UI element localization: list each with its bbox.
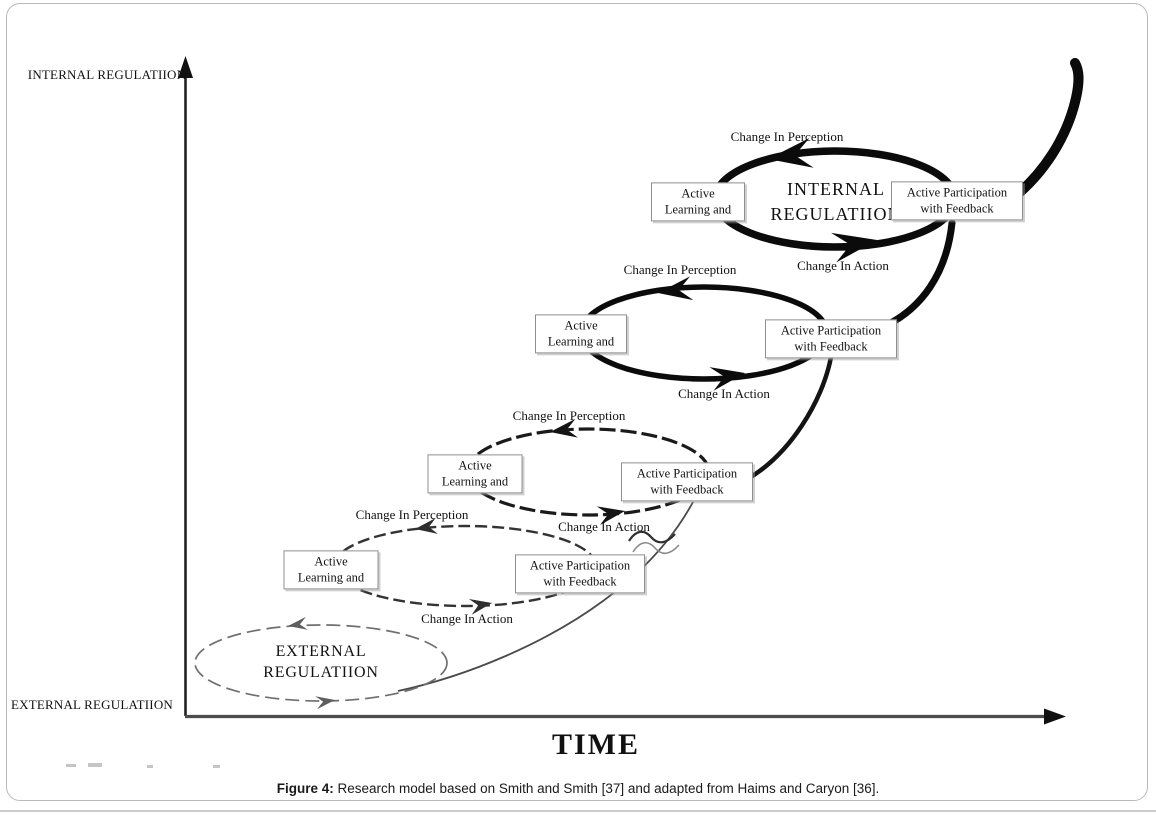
loop-2-left-box: Active Learning and <box>535 314 627 354</box>
loop-4-top-arrow-icon <box>415 518 438 534</box>
break-squiggle-echo-icon <box>632 542 680 555</box>
scan-residue-mark <box>213 765 220 768</box>
x-axis-origin-label: EXTERNAL REGULATIION <box>10 697 174 712</box>
loop-4-bottom-arrow-icon <box>468 598 492 615</box>
loop-4-left-box: Active Learning and <box>283 550 379 590</box>
loop-3-bottom-label: Change In Action <box>558 519 650 534</box>
scan-residue-mark <box>88 763 102 767</box>
external-loop-top-arrow-icon <box>288 616 308 630</box>
connector-loop2-loop3 <box>741 354 834 484</box>
loop-1-bottom-arrow-icon <box>831 232 877 263</box>
loop-3-bottom-arrow-icon <box>596 506 625 526</box>
x-axis-arrow-icon <box>1044 708 1066 725</box>
loop-3-left-box: Active Learning and <box>427 454 523 494</box>
loop-1-left-box: Active Learning and <box>651 182 745 222</box>
loop-4-right-box: Active Participation with Feedback <box>515 554 645 594</box>
loop-3-top-label: Change In Perception <box>512 408 626 423</box>
loop-2-top-arrow-icon <box>658 276 694 301</box>
external-loop-bottom-arrow-icon <box>315 696 335 710</box>
loop-3-right-box: Active Participation with Feedback <box>621 462 753 502</box>
page-divider <box>0 810 1156 812</box>
loop-2-top-label: Change In Perception <box>623 262 737 277</box>
loop-4-top-label: Change In Perception <box>355 507 469 522</box>
loop-1-right-box: Active Participation with Feedback <box>891 181 1023 221</box>
loop-1-top-arrow-icon <box>768 138 814 168</box>
figure-caption-label: Figure 4: <box>276 781 334 796</box>
external-loop-label: EXTERNAL REGULATIION <box>263 642 379 681</box>
figure-caption-text: Research model based on Smith and Smith … <box>337 781 880 796</box>
loop-1-bottom-label: Change In Action <box>797 258 889 273</box>
loop-2-bottom-label: Change In Action <box>678 386 770 401</box>
spiral-exit-curve <box>1008 58 1084 203</box>
scan-residue-mark <box>147 765 153 768</box>
break-squiggle-icon <box>628 530 676 544</box>
loop-1-top-label: Change In Perception <box>730 129 844 144</box>
figure-caption: Figure 4: Research model based on Smith … <box>0 781 1156 796</box>
loop-3-top-arrow-icon <box>550 418 579 438</box>
loop-1-center-label: INTERNAL REGULATIION <box>770 179 902 224</box>
loop-2-bottom-arrow-icon <box>709 367 745 391</box>
y-axis-label: INTERNAL REGULATIION <box>27 67 187 82</box>
loop-2-right-box: Active Participation with Feedback <box>765 319 897 359</box>
time-axis-label: TIME <box>551 728 641 761</box>
external-loop-ellipse <box>194 624 448 702</box>
loop-4-bottom-label: Change In Action <box>421 611 513 626</box>
scan-residue-mark <box>66 764 76 767</box>
y-axis-arrow-icon <box>178 56 193 78</box>
figure-card <box>6 3 1148 801</box>
